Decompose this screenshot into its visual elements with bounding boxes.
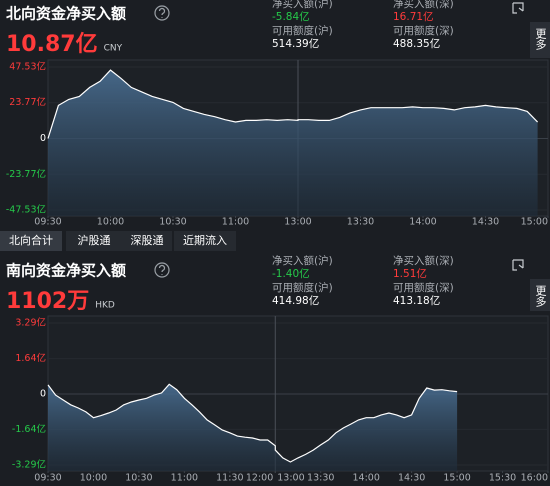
x-tick-label: 15:00	[521, 217, 548, 228]
y-tick-label: -23.77亿	[6, 168, 46, 180]
help-icon[interactable]	[154, 5, 170, 21]
x-tick-label: 09:30	[34, 217, 61, 228]
currency: CNY	[104, 44, 123, 54]
x-tick-label: 15:00	[443, 473, 470, 484]
y-tick-label: -47.53亿	[6, 204, 46, 216]
tab-label[interactable]: 沪股通	[78, 233, 111, 247]
more-tab[interactable]	[530, 22, 550, 58]
more-tab[interactable]	[530, 279, 550, 311]
tab[interactable]	[66, 231, 122, 251]
x-tick-label: 13:30	[347, 217, 374, 228]
tab[interactable]	[0, 231, 62, 251]
x-tick-label: 13:00	[284, 217, 311, 228]
stat-label: 可用额度(沪)	[272, 24, 333, 37]
x-tick-label: 10:30	[159, 217, 186, 228]
stat-label: 净买入额(深)	[393, 254, 454, 267]
y-tick-label: 23.77亿	[9, 96, 46, 108]
stat-value: 488.35亿	[393, 37, 440, 50]
stat-value: 514.39亿	[272, 37, 319, 50]
stat-value: -1.40亿	[272, 267, 310, 280]
x-tick-label: 11:30	[216, 473, 243, 484]
x-tick-label: 14:00	[352, 473, 379, 484]
y-tick-label: -1.64亿	[12, 423, 46, 435]
x-tick-label: 10:00	[97, 217, 124, 228]
expand-icon[interactable]	[512, 2, 524, 14]
x-tick-label: 11:00	[222, 217, 249, 228]
help-icon-mark	[158, 264, 166, 275]
x-tick-label: 12:00	[246, 473, 273, 484]
tab-label[interactable]: 近期流入	[183, 233, 227, 247]
y-tick-label: 0	[40, 133, 46, 144]
tab-label[interactable]: 北向合计	[9, 233, 53, 247]
help-icon[interactable]	[154, 262, 170, 278]
data-line	[47, 69, 539, 139]
stat-label: 可用额度(深)	[393, 24, 454, 37]
stat-label: 可用额度(深)	[393, 281, 454, 294]
area-fill	[48, 384, 458, 471]
net-value: 10.87亿	[6, 32, 98, 57]
x-tick-label: 10:30	[125, 473, 152, 484]
x-tick-label: 14:00	[409, 217, 436, 228]
stat-label: 净买入额(沪)	[272, 254, 333, 267]
tab[interactable]	[174, 231, 236, 251]
y-tick-label: 0	[40, 389, 46, 400]
help-icon-mark	[158, 7, 166, 18]
y-tick-label: 47.53亿	[9, 61, 46, 73]
currency: HKD	[95, 301, 115, 311]
stat-value: 413.18亿	[393, 294, 440, 307]
stat-label: 可用额度(沪)	[272, 281, 333, 294]
x-tick-label: 13:30	[307, 473, 334, 484]
x-tick-label: 13:00	[277, 473, 304, 484]
x-tick-label: 15:30	[489, 473, 516, 484]
panel-title: 北向资金净买入额	[6, 5, 126, 23]
x-tick-label: 11:00	[171, 473, 198, 484]
stat-value: 1.51亿	[393, 267, 427, 280]
x-tick-label: 16:00	[521, 473, 548, 484]
stat-value: 16.71亿	[393, 10, 434, 23]
x-tick-label: 14:30	[472, 217, 499, 228]
expand-icon[interactable]	[512, 259, 524, 271]
data-line	[47, 383, 458, 463]
x-tick-label: 10:00	[80, 473, 107, 484]
stat-label: 净买入额(深)	[393, 0, 454, 10]
stat-value: -5.84亿	[272, 10, 310, 23]
y-tick-label: 1.64亿	[15, 352, 46, 364]
x-tick-label: 09:30	[34, 473, 61, 484]
x-tick-label: 14:30	[398, 473, 425, 484]
more-label[interactable]: 更多	[534, 28, 547, 51]
stat-label: 净买入额(沪)	[272, 0, 333, 10]
tab-label[interactable]: 深股通	[131, 234, 164, 247]
panel-title: 南向资金净买入额	[6, 262, 126, 280]
area-fill	[48, 70, 538, 216]
net-value: 1102万	[6, 289, 89, 314]
stat-value: 414.98亿	[272, 294, 319, 307]
tab[interactable]	[122, 231, 172, 251]
more-label[interactable]: 更多	[534, 285, 547, 308]
y-tick-label: 3.29亿	[15, 317, 46, 329]
y-tick-label: -3.29亿	[12, 459, 46, 471]
